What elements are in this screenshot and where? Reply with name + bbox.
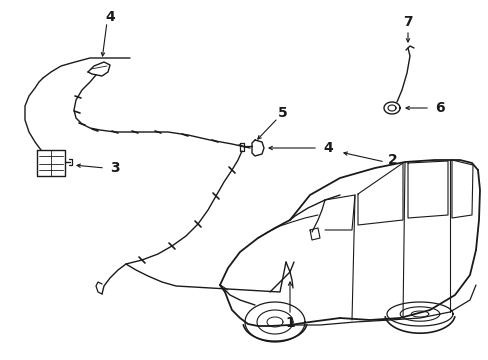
Text: 6: 6: [434, 101, 444, 115]
Text: 5: 5: [278, 106, 287, 120]
Text: 4: 4: [323, 141, 332, 155]
Text: 3: 3: [110, 161, 120, 175]
Text: 1: 1: [285, 316, 294, 330]
Text: 4: 4: [105, 10, 115, 24]
Text: 2: 2: [387, 153, 397, 167]
Text: 7: 7: [403, 15, 412, 29]
